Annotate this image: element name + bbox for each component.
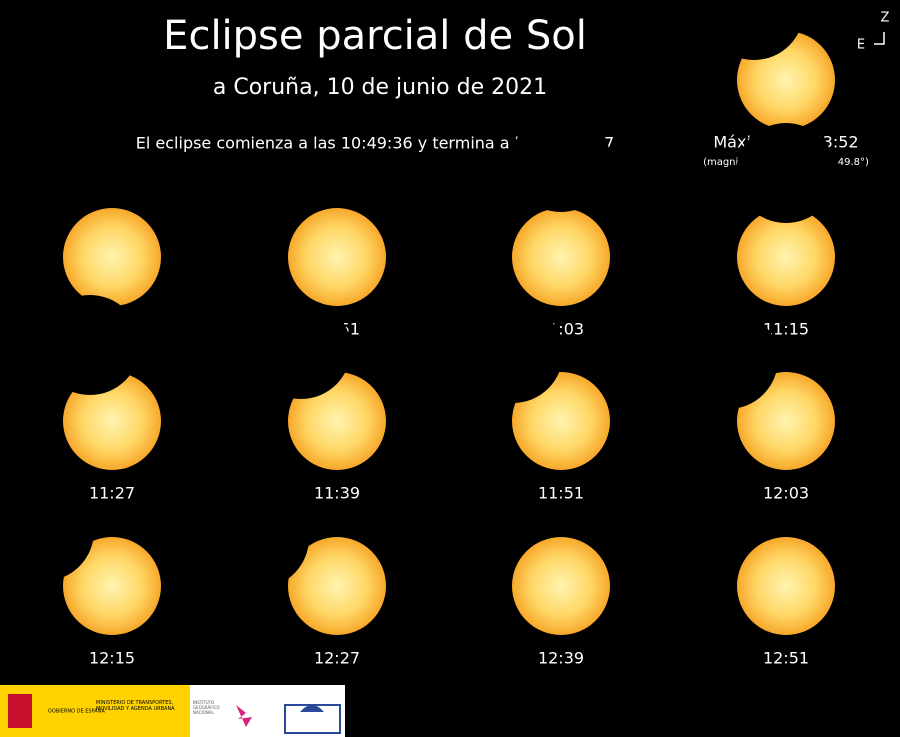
sun — [63, 208, 161, 306]
moon — [40, 295, 140, 395]
compass-arrows — [874, 32, 885, 45]
ministry-text: MINISTERIO DE TRANSPORTES, MOVILIDAD Y A… — [96, 700, 175, 712]
description: El eclipse comienza a las 10:49:36 y ter… — [136, 134, 614, 153]
moon — [209, 488, 309, 588]
compass-east: E — [857, 38, 865, 53]
moon — [678, 309, 778, 409]
moon — [463, 303, 563, 403]
coat-of-arms — [8, 694, 32, 728]
frame-time: 11:51 — [538, 484, 584, 503]
title: Eclipse parcial de Sol — [163, 13, 587, 59]
institute-text: INSTITUTO GEOGRÁFICO NACIONAL — [193, 700, 220, 715]
moon — [704, 0, 804, 60]
moon — [736, 123, 836, 223]
frame-time: 12:39 — [538, 649, 584, 668]
frame-time: 11:15 — [763, 320, 809, 339]
sun — [512, 537, 610, 635]
institute-box: INSTITUTO GEOGRÁFICO NACIONAL — [193, 700, 220, 715]
moon — [511, 112, 611, 212]
compass-zenith: Z — [881, 11, 890, 26]
subtitle: a Coruña, 10 de junio de 2021 — [213, 75, 547, 100]
frames: 10:3910:5111:0311:1511:2711:3911:5112:03… — [0, 112, 836, 668]
sun — [737, 372, 835, 470]
frame-time: 11:27 — [89, 484, 135, 503]
observatory-dome — [300, 705, 324, 712]
moon — [0, 481, 94, 581]
maximum-disc — [704, 0, 835, 129]
frame-time: 12:27 — [314, 649, 360, 668]
sun — [288, 208, 386, 306]
sun — [737, 208, 835, 306]
sun — [512, 208, 610, 306]
sun — [737, 537, 835, 635]
sun — [288, 537, 386, 635]
frame-time: 12:51 — [763, 649, 809, 668]
ministry-box: MINISTERIO DE TRANSPORTES, MOVILIDAD Y A… — [96, 700, 175, 712]
frame-time: 11:39 — [314, 484, 360, 503]
frame-time: 12:03 — [763, 484, 809, 503]
observatory-logo — [284, 704, 341, 734]
sun — [63, 372, 161, 470]
government-text: GOBIERNO DE ESPAÑA — [48, 708, 105, 715]
frame-time: 12:15 — [89, 649, 135, 668]
moon — [419, 494, 519, 594]
institute-logo — [236, 705, 252, 727]
sun — [63, 537, 161, 635]
moon — [251, 299, 351, 399]
